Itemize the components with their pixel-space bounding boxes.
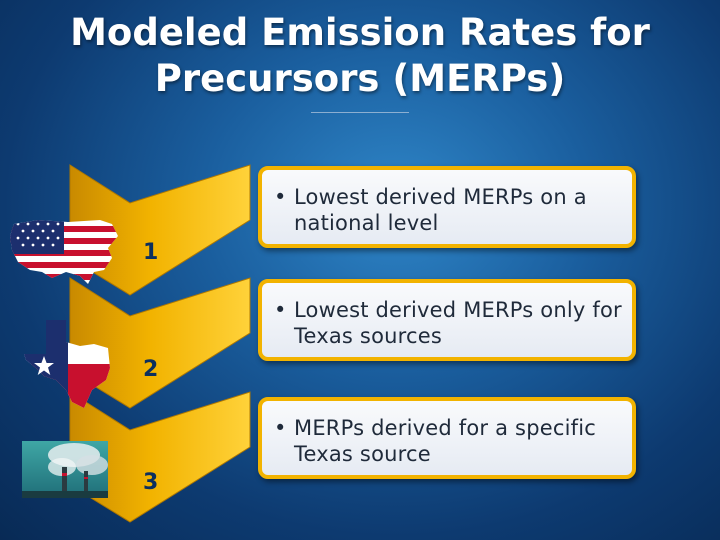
step-number-2: 2 bbox=[143, 357, 159, 382]
step-description-2: Lowest derived MERPs only for Texas sour… bbox=[294, 298, 622, 348]
title-line-1: Modeled Emission Rates for bbox=[70, 11, 650, 54]
step-description-3: MERPs derived for a specific Texas sourc… bbox=[294, 416, 596, 466]
title-line-2: Precursors (MERPs) bbox=[154, 57, 566, 100]
step-number-1: 1 bbox=[143, 240, 159, 265]
step-number-3: 3 bbox=[143, 470, 159, 495]
bullet-icon: • bbox=[274, 298, 287, 322]
slide-title: Modeled Emission Rates for Precursors (M… bbox=[0, 10, 720, 102]
step-card-text: • MERPs derived for a specific Texas sour… bbox=[274, 415, 624, 467]
title-divider bbox=[311, 112, 409, 113]
step-card-text: • Lowest derived MERPs only for Texas sou… bbox=[274, 297, 624, 349]
bullet-icon: • bbox=[274, 185, 287, 209]
step-description-1: Lowest derived MERPs on a national level bbox=[294, 185, 587, 235]
step-card-1: • Lowest derived MERPs on a national leve… bbox=[258, 166, 636, 248]
step-card-2: • Lowest derived MERPs only for Texas sou… bbox=[258, 279, 636, 361]
us-flag-map-icon bbox=[10, 220, 118, 284]
step-card-text: • Lowest derived MERPs on a national leve… bbox=[274, 184, 624, 236]
smokestack-photo-icon bbox=[22, 441, 108, 498]
texas-flag-map-icon bbox=[24, 320, 110, 408]
bullet-icon: • bbox=[274, 416, 287, 440]
step-card-3: • MERPs derived for a specific Texas sour… bbox=[258, 397, 636, 479]
